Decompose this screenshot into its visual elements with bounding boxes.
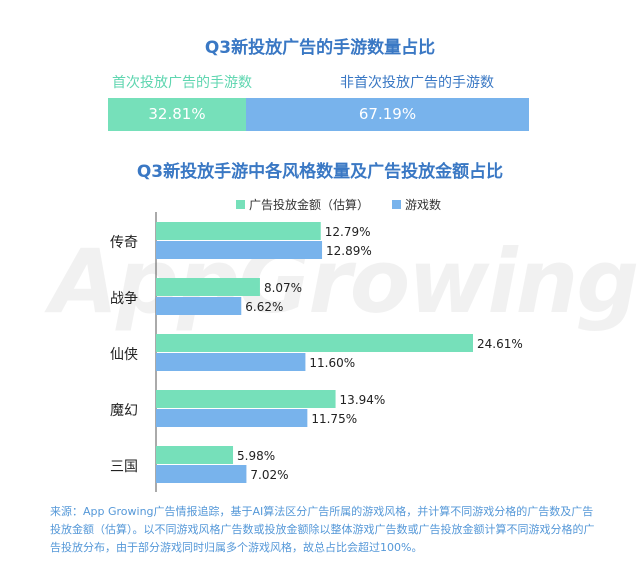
value-label-games: 6.62% [245, 300, 283, 314]
value-label-games: 12.89% [326, 244, 372, 258]
label-first-time-games: 首次投放广告的手游数 [112, 75, 252, 91]
legend-label-spend: 广告投放金额（估算） [249, 198, 370, 212]
bar-spend [156, 334, 473, 352]
bar-games [156, 409, 308, 427]
category-label: 魔幻 [110, 403, 138, 419]
legend-item-spend: 广告投放金额（估算） [236, 196, 369, 213]
bar-non-first-time-share: 67.19% [246, 98, 529, 131]
value-label-games: 11.60% [309, 356, 355, 370]
value-label-spend: 13.94% [340, 393, 386, 407]
category-label: 三国 [110, 459, 138, 475]
bar-spend [156, 446, 234, 464]
legend-item-games: 游戏数 [392, 196, 441, 213]
title-genre-chart: Q3新投放手游中各风格数量及广告投放金额占比 [136, 162, 504, 182]
value-label-spend: 24.61% [477, 337, 523, 351]
category-label: 传奇 [110, 234, 138, 251]
value-label-spend: 5.98% [237, 449, 275, 463]
bar-games [156, 353, 306, 371]
bar-spend [156, 278, 260, 296]
category-label: 战争 [110, 291, 138, 307]
category-label: 仙侠 [110, 347, 138, 363]
bar-games [156, 465, 247, 483]
legend-swatch-spend [236, 200, 245, 209]
label-non-first-time-games: 非首次投放广告的手游数 [340, 75, 494, 91]
legend-swatch-games [392, 200, 401, 209]
value-label-games: 11.75% [311, 412, 357, 426]
value-label-spend: 12.79% [325, 225, 371, 239]
genre-bar-chart: 传奇 12.79% 12.89% 战争 8.07% 6.62% 仙侠 24.61% 11.60%… [110, 212, 523, 492]
value-label-spend: 8.07% [264, 281, 302, 295]
bar-games [156, 297, 242, 315]
value-label-games: 7.02% [250, 468, 288, 482]
source-note: 来源：App Growing广告情报追踪，基于AI算法区分广告所属的游戏风格，并… [50, 505, 595, 554]
bar-spend [156, 222, 321, 240]
legend-label-games: 游戏数 [405, 198, 442, 212]
bar-first-time-share: 32.81% [108, 98, 246, 131]
title-new-games-share: Q3新投放广告的手游数量占比 [204, 38, 436, 58]
bar-spend [156, 390, 336, 408]
bar-games [156, 241, 323, 259]
